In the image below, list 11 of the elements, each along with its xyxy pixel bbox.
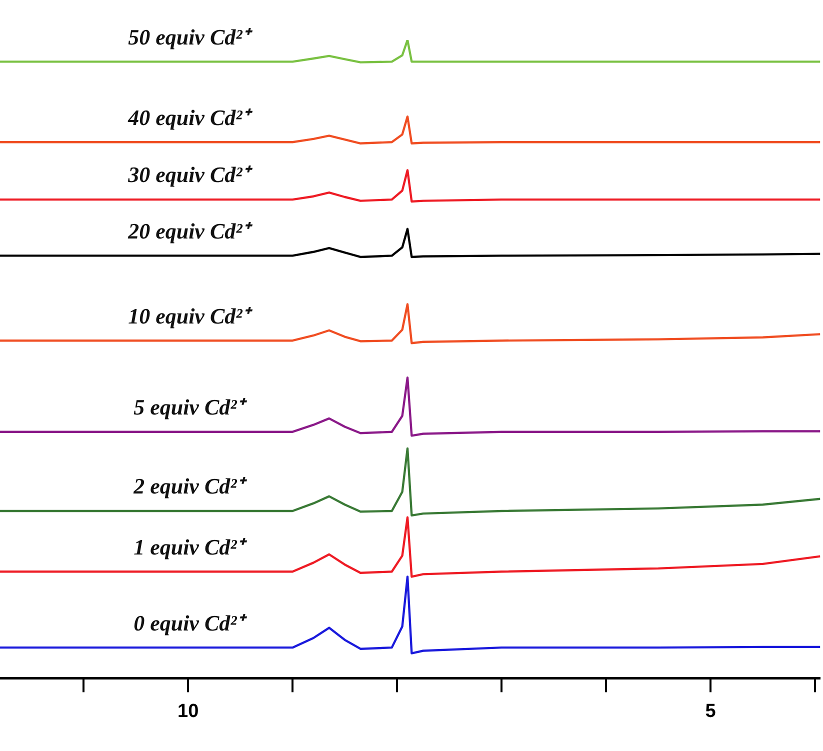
series-label: 50 equiv Cd²⁺: [128, 24, 254, 50]
series-label: 0 equiv Cd²⁺: [134, 610, 248, 636]
series-label: 20 equiv Cd²⁺: [127, 218, 254, 244]
series-label: 5 equiv Cd²⁺: [134, 394, 248, 420]
series-label: 10 equiv Cd²⁺: [128, 303, 254, 328]
series-label: 1 equiv Cd²⁺: [134, 534, 248, 560]
x-tick-label: 10: [178, 700, 199, 722]
series-label: 30 equiv Cd²⁺: [127, 162, 254, 188]
series-label: 2 equiv Cd²⁺: [132, 474, 248, 499]
series-label: 40 equiv Cd²⁺: [127, 104, 254, 130]
x-tick-label: 5: [705, 700, 716, 722]
